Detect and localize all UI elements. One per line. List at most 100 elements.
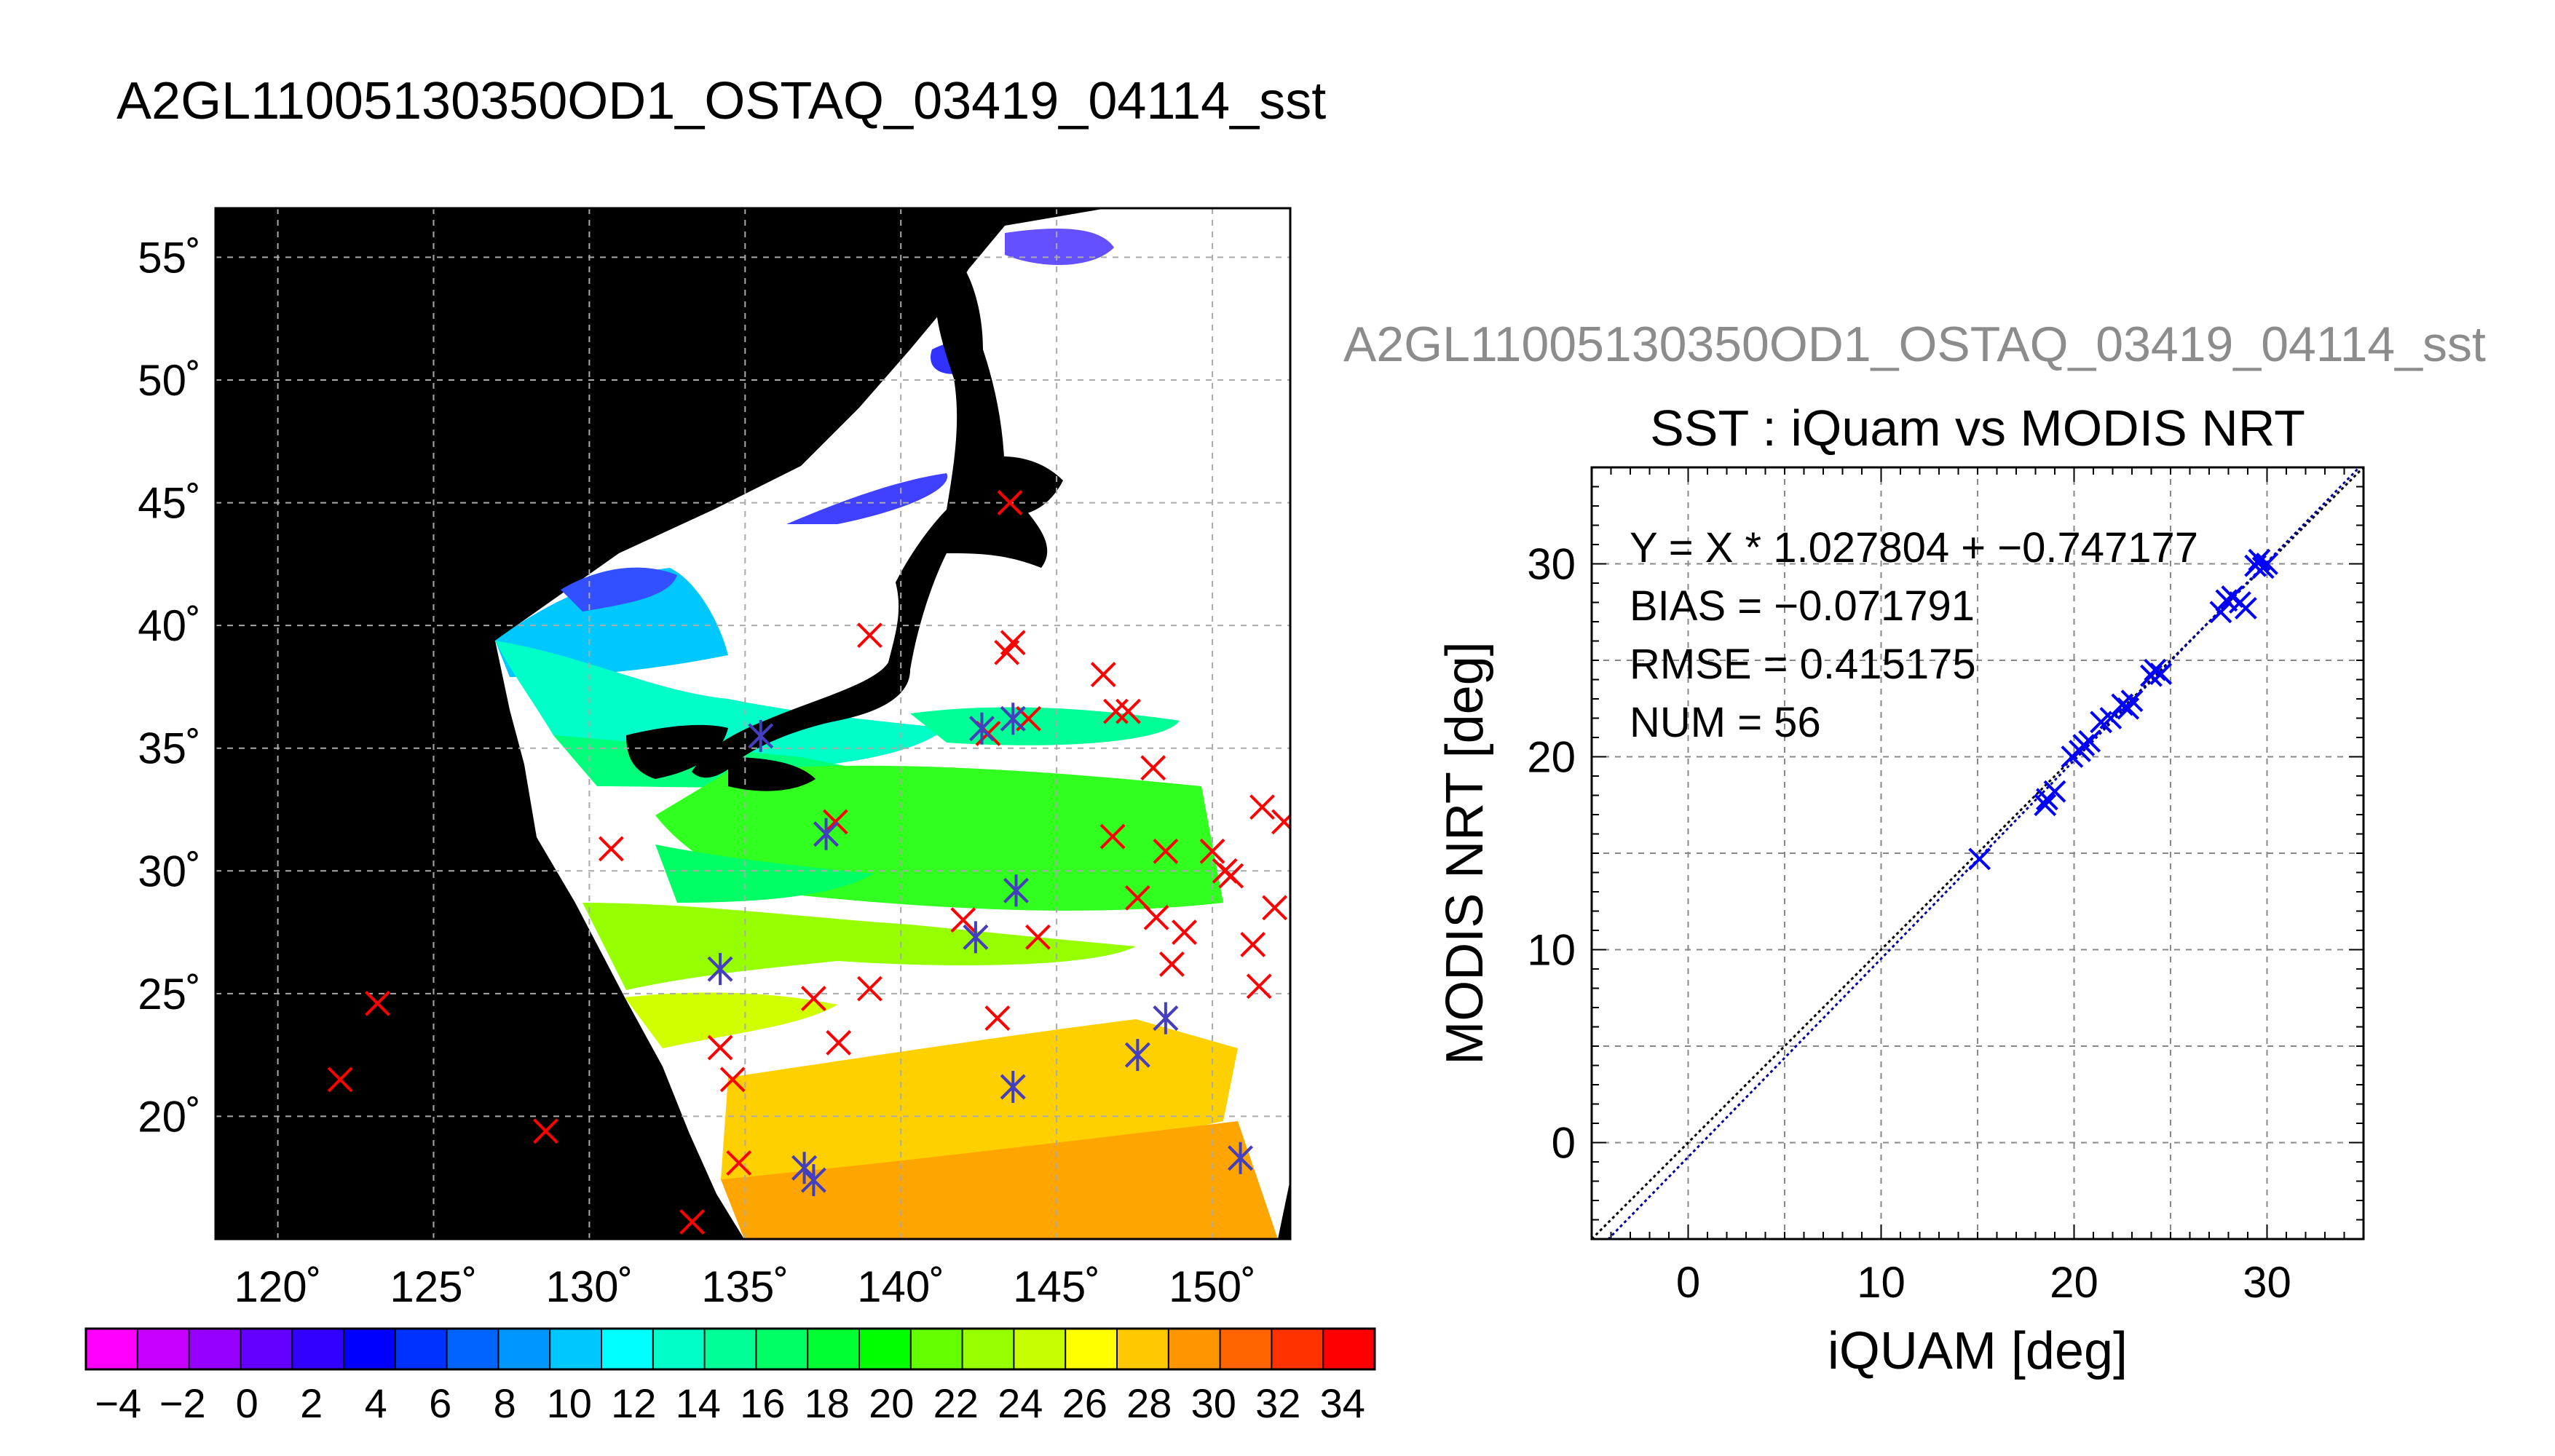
colorbar-swatch — [652, 1329, 706, 1369]
buoy-marker — [857, 976, 882, 1002]
scatter-title: SST : iQuam vs MODIS NRT — [1650, 400, 2305, 456]
map-frame — [214, 207, 1292, 1241]
colorbar-tick-label: 0 — [236, 1380, 258, 1426]
buoy-marker — [707, 1034, 733, 1061]
latitude-tick-label: 55˚ — [138, 233, 201, 282]
buoy-marker — [1140, 755, 1166, 781]
scatter-panel: 0 10 20 30 0 10 20 30 Y = X * 1.027804 + −0.74… — [1436, 466, 2365, 1380]
longitude-tick-label: 145˚ — [1013, 1262, 1100, 1311]
matched-marker — [791, 1155, 818, 1181]
latitude-ticks: 55˚ 50˚ 45˚ 40˚ 35˚ 30˚ 25˚ 20˚ — [138, 233, 201, 1141]
scatter-point — [2248, 548, 2271, 571]
buoy-marker — [822, 809, 848, 835]
land-korea — [626, 724, 728, 779]
colorbar-tick-label: 4 — [365, 1380, 387, 1426]
colorbar-tick-label: 18 — [805, 1380, 850, 1426]
matched-marker — [801, 1167, 826, 1193]
buoy-marker — [1199, 838, 1225, 864]
colorbar-tick-label: 32 — [1255, 1380, 1300, 1426]
buoy-marker — [1124, 885, 1150, 911]
buoy-marker — [1240, 932, 1266, 957]
sst-field-patch — [495, 568, 728, 677]
colorbar-tick-label: 30 — [1191, 1380, 1236, 1426]
matched-marker — [813, 821, 839, 847]
colorbar-swatch — [1323, 1329, 1375, 1369]
longitude-ticks: 120˚ 125˚ 130˚ 135˚ 140˚ 145˚ 150˚ — [234, 1262, 1257, 1311]
buoy-marker — [1271, 813, 1290, 835]
matched-markers — [707, 703, 1253, 1197]
stats-annotation: NUM = 56 — [1630, 699, 1821, 746]
buoy-marker — [533, 1118, 558, 1144]
colorbar-tick-label: 22 — [933, 1380, 979, 1426]
buoy-marker — [1103, 698, 1129, 724]
colorbar-tick-label: −4 — [95, 1380, 141, 1426]
scatter-point — [1968, 847, 1991, 871]
latitude-tick-label: 30˚ — [138, 847, 201, 895]
buoy-marker — [679, 1208, 705, 1235]
buoy-marker — [1159, 951, 1185, 977]
matched-marker — [748, 723, 774, 749]
matched-marker — [1000, 1074, 1026, 1100]
sst-field-patch — [625, 992, 837, 1048]
colorbar-tick-label: 20 — [869, 1380, 914, 1426]
colorbar-swatch — [910, 1329, 963, 1369]
colorbar-swatch — [395, 1329, 448, 1369]
colorbar-tick-label: −2 — [159, 1380, 206, 1426]
colorbar-swatch — [962, 1329, 1014, 1369]
scatter-x-tick-label: 10 — [1857, 1258, 1906, 1307]
longitude-tick-label: 150˚ — [1169, 1262, 1256, 1311]
stats-annotations: Y = X * 1.027804 + −0.747177 BIAS = −0.07… — [1630, 524, 2198, 746]
buoy-marker — [719, 1067, 746, 1093]
colorbar-tick-label: 14 — [676, 1380, 721, 1426]
scatter-x-tick-label: 20 — [2050, 1258, 2098, 1307]
colorbar-tick-label: 28 — [1126, 1380, 1172, 1426]
matched-marker — [969, 716, 995, 742]
scatter-point — [2120, 689, 2144, 713]
matched-marker — [1000, 705, 1026, 732]
colorbar-tick-label: 6 — [429, 1380, 451, 1426]
scatter-point — [2256, 553, 2278, 575]
buoy-marker — [726, 1150, 752, 1176]
land-hokkaido — [954, 456, 1063, 515]
buoy-marker — [1000, 630, 1026, 656]
colorbar-tick-label: 12 — [611, 1380, 656, 1426]
buoy-marker — [1099, 823, 1126, 850]
longitude-tick-label: 140˚ — [857, 1262, 944, 1311]
colorbar-frame — [84, 1327, 1376, 1371]
buoy-marker — [1246, 973, 1272, 1000]
buoy-marker — [1025, 924, 1051, 950]
stats-annotation: RMSE = 0.415175 — [1630, 641, 1976, 688]
colorbar-swatch — [446, 1329, 499, 1369]
colorbar-tick-label: 16 — [740, 1380, 785, 1426]
buoy-marker — [365, 990, 390, 1016]
colorbar-swatch — [807, 1329, 860, 1369]
colorbar-tick-label: 24 — [998, 1380, 1043, 1426]
buoy-marker — [1090, 662, 1116, 687]
scatter-point — [2209, 601, 2232, 624]
colorbar-swatch — [550, 1329, 602, 1369]
buoy-marker — [1143, 904, 1169, 930]
buoy-marker — [327, 1067, 353, 1093]
colorbar-swatch — [1117, 1329, 1169, 1369]
scatter-y-tick-label: 0 — [1552, 1119, 1576, 1168]
buoy-marker — [997, 490, 1023, 515]
colorbar-tick-label: 26 — [1062, 1380, 1107, 1426]
latitude-tick-label: 50˚ — [138, 356, 201, 405]
scatter-point — [2034, 794, 2057, 817]
sst-field-patch — [561, 567, 677, 612]
colorbar-swatch — [344, 1329, 396, 1369]
scatter-ylabel: MODIS NRT [deg] — [1436, 641, 1494, 1065]
scatter-points — [1968, 548, 2278, 871]
latitude-tick-label: 25˚ — [138, 970, 201, 1018]
colorbar-swatch — [240, 1329, 293, 1369]
matched-marker — [1003, 877, 1029, 903]
buoy-marker — [984, 1005, 1011, 1031]
scatter-header: A2GL11005130350OD1_OSTAQ_03419_04114_sst — [1343, 317, 2486, 372]
latitude-tick-label: 40˚ — [138, 601, 201, 650]
buoy-marker — [1262, 895, 1288, 921]
scatter-y-ticks: 0 10 20 30 — [1527, 540, 1576, 1168]
scatter-x-tick-label: 0 — [1676, 1258, 1700, 1307]
latitude-tick-label: 35˚ — [138, 724, 201, 773]
colorbar-swatch — [137, 1329, 190, 1369]
